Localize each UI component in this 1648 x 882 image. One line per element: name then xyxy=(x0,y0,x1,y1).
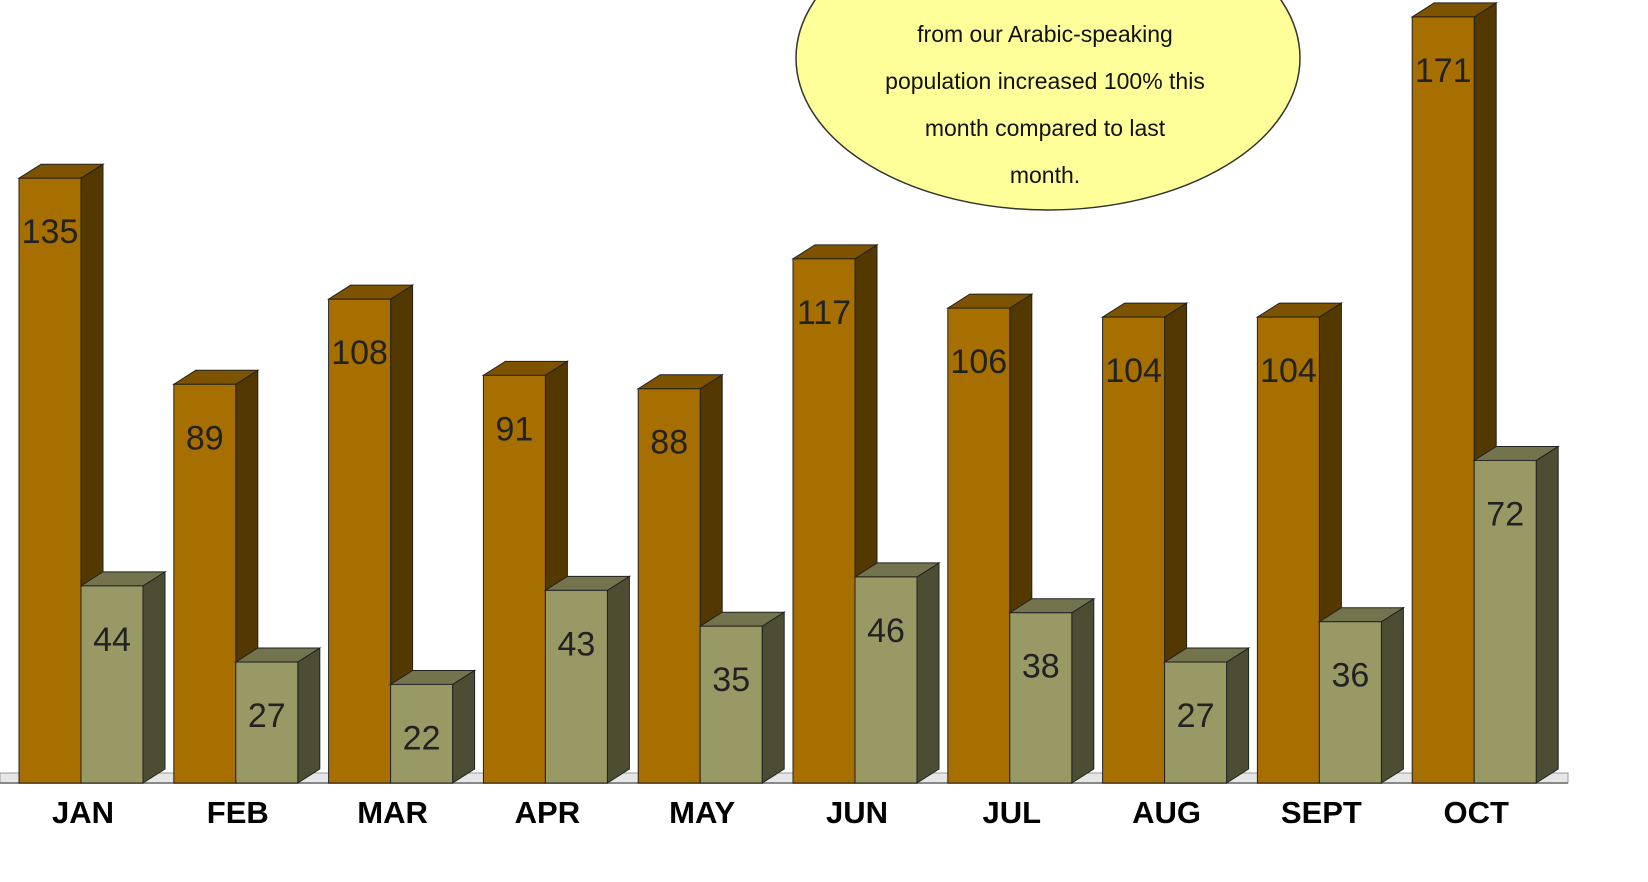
bar xyxy=(1473,459,1537,784)
x-tick-label: APR xyxy=(515,795,580,830)
value-label: 36 xyxy=(1331,657,1369,695)
annotation: month compared to last xyxy=(925,115,1166,141)
bar-side xyxy=(761,611,785,784)
bar xyxy=(18,177,82,784)
bar xyxy=(173,383,237,784)
value-label: 89 xyxy=(186,419,224,457)
value-label: 43 xyxy=(557,625,595,663)
bar xyxy=(1009,612,1073,784)
bar xyxy=(235,661,299,784)
bar xyxy=(390,683,454,784)
x-tick-label: AUG xyxy=(1132,795,1201,830)
value-label: 104 xyxy=(1260,352,1317,390)
bar-side xyxy=(916,562,940,784)
x-tick-label: MAR xyxy=(357,795,428,830)
x-tick-label: JUL xyxy=(983,795,1042,830)
bar-side xyxy=(1071,597,1095,784)
value-label: 91 xyxy=(495,410,533,448)
bar-side xyxy=(297,647,321,784)
bar-side xyxy=(1226,647,1250,784)
value-label: 44 xyxy=(93,621,131,659)
value-label: 108 xyxy=(331,334,388,372)
bar xyxy=(699,625,763,784)
x-tick-label: FEB xyxy=(207,795,269,830)
value-label: 46 xyxy=(867,612,905,650)
bar xyxy=(1256,316,1320,784)
value-label: 106 xyxy=(950,343,1007,381)
bar xyxy=(854,576,918,784)
bar xyxy=(637,388,701,784)
x-tick-label: MAY xyxy=(669,795,735,830)
annotation: population increased 100% this xyxy=(885,68,1205,94)
value-label: 104 xyxy=(1105,352,1162,390)
bar xyxy=(482,374,546,784)
bar xyxy=(1102,316,1166,784)
value-label: 27 xyxy=(248,697,286,735)
bar xyxy=(80,585,144,784)
bar-side xyxy=(142,570,166,784)
callout xyxy=(795,0,1301,211)
bar-side xyxy=(606,575,630,784)
x-tick-label: SEPT xyxy=(1281,795,1362,830)
annotation: from our Arabic-speaking xyxy=(917,21,1173,47)
value-label: 135 xyxy=(22,213,79,251)
bar xyxy=(792,258,856,784)
bar xyxy=(1411,16,1475,784)
bar xyxy=(1318,621,1382,784)
value-label: 27 xyxy=(1177,697,1215,735)
annotation: month. xyxy=(1010,162,1080,188)
value-label: 38 xyxy=(1022,648,1060,686)
bar xyxy=(328,298,392,784)
x-tick-label: OCT xyxy=(1443,795,1509,830)
bar xyxy=(947,307,1011,784)
value-label: 72 xyxy=(1486,495,1524,533)
bar-side xyxy=(1380,606,1404,784)
x-tick-label: JUN xyxy=(826,795,888,830)
x-tick-label: JAN xyxy=(52,795,114,830)
bar-side xyxy=(452,669,476,784)
value-label: 35 xyxy=(712,661,750,699)
value-label: 171 xyxy=(1415,52,1472,90)
value-label: 22 xyxy=(403,719,441,757)
value-label: 117 xyxy=(797,294,851,332)
value-label: 88 xyxy=(650,424,688,462)
bar-side xyxy=(1535,445,1559,784)
bar xyxy=(1164,661,1228,784)
bar xyxy=(544,589,608,784)
